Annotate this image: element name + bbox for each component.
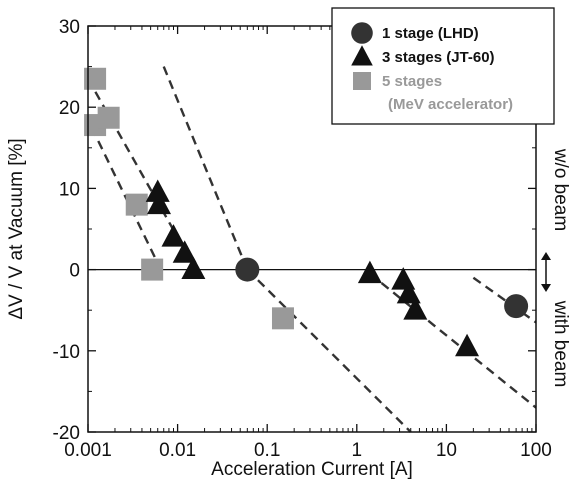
jt60-point — [455, 333, 480, 357]
legend-label: 1 stage (LHD) — [382, 25, 479, 42]
y-tick-label: 0 — [69, 261, 80, 282]
x-tick-label: 0.001 — [64, 440, 112, 461]
fit-line — [472, 276, 537, 324]
arrow-head-up — [541, 252, 551, 260]
x-axis-label: Acceleration Current [A] — [211, 459, 413, 480]
mev-point — [271, 307, 294, 330]
mev-point — [97, 106, 120, 129]
jt60-point — [172, 240, 197, 263]
legend-label-line2: (MeV accelerator) — [388, 96, 513, 113]
mev-point — [125, 193, 148, 216]
x-tick-label: 10 — [436, 440, 457, 461]
jt60-point — [181, 256, 206, 280]
lhd-point — [235, 257, 260, 282]
y-tick-label: 10 — [59, 179, 80, 200]
fit-line — [369, 272, 537, 409]
x-tick-label: 1 — [352, 440, 363, 461]
jt60-point — [161, 224, 186, 247]
jt60-point — [396, 280, 421, 304]
double-arrow-icon — [541, 252, 551, 292]
legend-marker — [353, 72, 371, 90]
jt60-point — [403, 297, 428, 320]
y-axis-label: ΔV / V at Vacuum [%] — [6, 138, 27, 319]
jt60-point — [391, 267, 416, 290]
y-tick-label: -10 — [53, 342, 80, 363]
jt60-point — [146, 191, 171, 215]
annotation-with-beam: with beam — [550, 300, 571, 388]
x-tick-label: 100 — [520, 440, 552, 461]
fit-line — [246, 268, 412, 433]
jt60-point — [357, 260, 382, 284]
legend-marker — [351, 45, 373, 66]
legend-label: 5 stages — [382, 73, 442, 90]
annotation-without-beam: w/o beam — [550, 148, 571, 231]
fit-line — [162, 66, 249, 271]
y-tick-label: -20 — [53, 423, 80, 444]
x-tick-label: 0.1 — [254, 440, 280, 461]
y-tick-label: 20 — [59, 98, 80, 119]
mev-point — [84, 67, 107, 90]
y-tick-label: 30 — [59, 17, 80, 38]
legend-marker — [351, 22, 373, 44]
legend: 1 stage (LHD) 3 stages (JT-60) 5 stages (Me… — [331, 7, 555, 125]
jt60-point — [145, 179, 170, 202]
x-tick-label: 0.01 — [159, 440, 196, 461]
points-layer — [84, 67, 529, 357]
legend-label: 3 stages (JT-60) — [382, 49, 495, 66]
lhd-point — [504, 294, 529, 319]
mev-point — [141, 258, 164, 281]
plot-frame — [87, 25, 537, 433]
arrow-head-down — [541, 284, 551, 292]
